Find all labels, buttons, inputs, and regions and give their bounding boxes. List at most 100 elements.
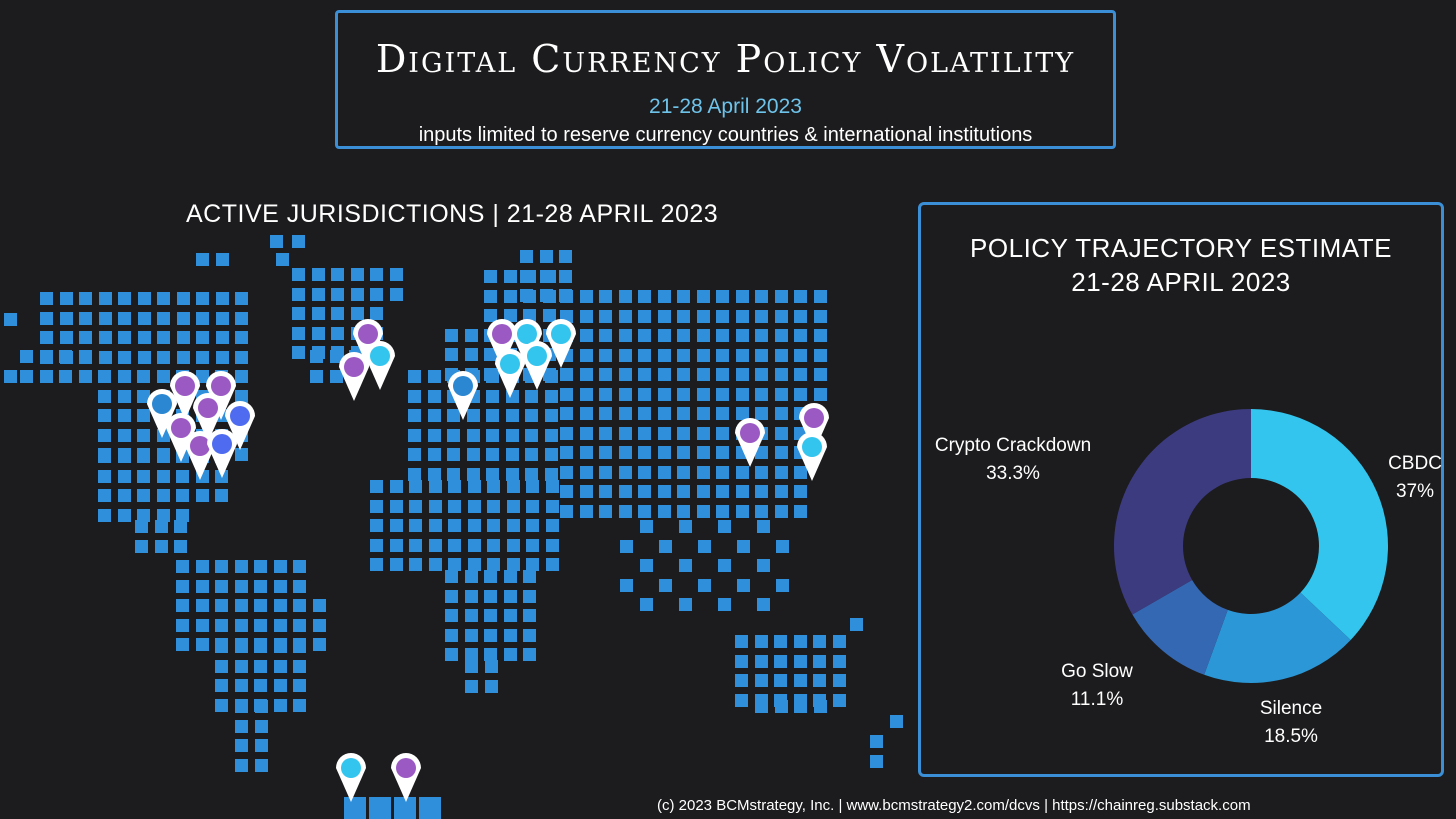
map-tile: [486, 468, 499, 481]
map-tile: [775, 310, 788, 323]
map-tile: [79, 370, 92, 383]
map-tile: [599, 446, 612, 459]
map-tile: [274, 580, 287, 593]
map-tile: [98, 370, 111, 383]
map-tile: [540, 270, 553, 283]
map-tile: [525, 429, 538, 442]
map-tile: [235, 331, 248, 344]
map-tile: [445, 348, 458, 361]
map-tile: [235, 560, 248, 573]
map-tile: [196, 599, 209, 612]
map-tile: [468, 480, 481, 493]
map-tile: [157, 351, 170, 364]
map-tile: [814, 349, 827, 362]
slice-value-label: 11.1%: [1071, 689, 1124, 710]
map-tile: [484, 648, 497, 661]
map-tile: [545, 468, 558, 481]
pie-title-line2: 21-28 APRIL 2023: [1071, 267, 1291, 297]
pie-title: POLICY TRAJECTORY ESTIMATE 21-28 APRIL 2…: [921, 231, 1441, 299]
map-tile: [254, 640, 267, 653]
map-tile: [814, 388, 827, 401]
map-tile: [619, 427, 632, 440]
map-tile: [774, 635, 787, 648]
map-tile: [755, 349, 768, 362]
map-tile: [215, 660, 228, 673]
map-tile: [560, 466, 573, 479]
map-tile: [20, 370, 33, 383]
map-tile: [620, 579, 633, 592]
map-tile: [344, 797, 366, 819]
map-tile: [697, 407, 710, 420]
map-tile: [677, 290, 690, 303]
map-tile: [235, 759, 248, 772]
map-tile: [736, 310, 749, 323]
map-tile: [196, 331, 209, 344]
map-tile: [40, 331, 53, 344]
map-tile: [157, 312, 170, 325]
map-tile: [274, 599, 287, 612]
map-tile: [465, 590, 478, 603]
map-tile: [408, 429, 421, 442]
map-tile: [638, 310, 651, 323]
map-pin-icon: [353, 319, 383, 368]
map-tile: [658, 290, 671, 303]
map-tile: [619, 310, 632, 323]
map-tile: [677, 505, 690, 518]
map-tile: [794, 290, 807, 303]
slice-value-label: 18.5%: [1264, 726, 1318, 747]
map-tile: [468, 500, 481, 513]
map-tile: [312, 327, 325, 340]
map-tile: [735, 655, 748, 668]
map-tile: [351, 307, 364, 320]
map-tile: [390, 519, 403, 532]
map-tile: [580, 485, 593, 498]
map-pin-icon: [206, 371, 236, 420]
map-tile: [484, 270, 497, 283]
map-tile: [255, 739, 268, 752]
map-tile: [507, 558, 520, 571]
map-tile: [775, 505, 788, 518]
map-tile: [118, 390, 131, 403]
map-tile: [485, 660, 498, 673]
map-tile: [638, 329, 651, 342]
map-tile: [390, 268, 403, 281]
map-tile: [137, 450, 150, 463]
map-tile: [545, 390, 558, 403]
map-tile: [520, 289, 533, 302]
map-tile: [814, 700, 827, 713]
map-tile: [276, 253, 289, 266]
map-tile: [79, 331, 92, 344]
map-tile: [716, 310, 729, 323]
map-tile: [409, 519, 422, 532]
map-tile: [658, 505, 671, 518]
map-tile: [580, 329, 593, 342]
map-tile: [507, 539, 520, 552]
map-tile: [235, 640, 248, 653]
map-tile: [98, 450, 111, 463]
map-tile: [599, 485, 612, 498]
map-tile: [658, 368, 671, 381]
map-tile: [560, 388, 573, 401]
map-tile: [504, 270, 517, 283]
map-tile: [658, 485, 671, 498]
map-tile: [523, 629, 536, 642]
map-tile: [487, 539, 500, 552]
map-tile: [447, 448, 460, 461]
map-tile: [235, 739, 248, 752]
map-tile: [580, 349, 593, 362]
map-tile: [445, 590, 458, 603]
map-tile: [484, 609, 497, 622]
map-tile: [506, 409, 519, 422]
map-tile: [506, 468, 519, 481]
map-tile: [755, 329, 768, 342]
map-tile: [794, 674, 807, 687]
map-tile: [274, 619, 287, 632]
slice-label: Silence: [1260, 698, 1322, 719]
map-tile: [157, 331, 170, 344]
map-tile: [580, 466, 593, 479]
donut-slice-cbdc: [1251, 409, 1388, 641]
map-tile: [486, 390, 499, 403]
map-tile: [638, 427, 651, 440]
map-tile: [716, 427, 729, 440]
map-tile: [312, 307, 325, 320]
